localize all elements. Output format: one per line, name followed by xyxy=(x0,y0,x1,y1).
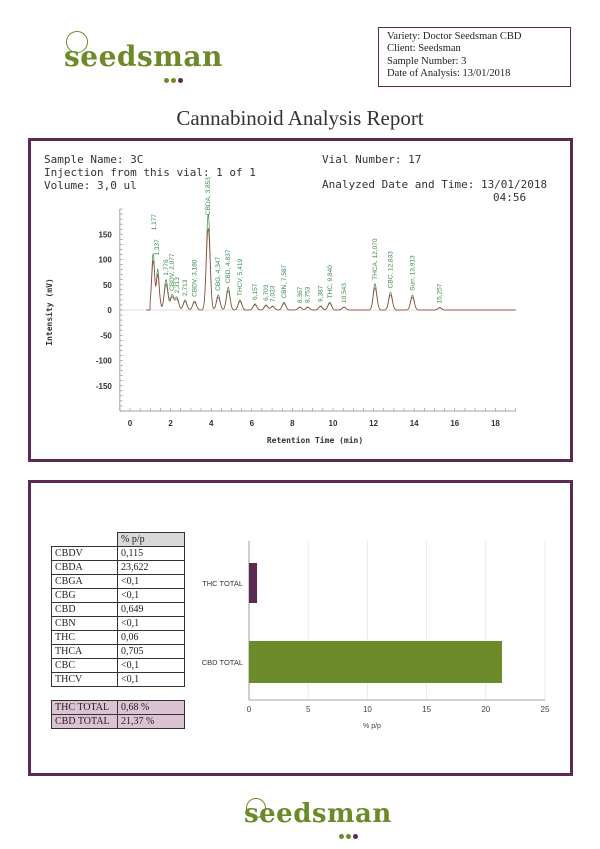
bar xyxy=(249,641,503,683)
peak-label: THC, 9,840 xyxy=(327,265,334,299)
volume-info: Volume: 3,0 ul xyxy=(44,179,137,192)
seedsman-seal-logo-icon xyxy=(66,31,88,53)
bar-x-tick-label: 5 xyxy=(306,705,311,714)
bar xyxy=(249,563,258,603)
x-tick-label: 0 xyxy=(128,419,133,428)
sample-number-line: Sample Number: 3 xyxy=(387,55,467,67)
analysis-date-line: Date of Analysis: 13/01/2018 xyxy=(387,68,511,80)
y-tick-label: 0 xyxy=(107,306,112,315)
totals-table: THC TOTAL 0,68 % CBD TOTAL 21,37 % xyxy=(51,700,185,729)
peak-label: CBD, 4,837 xyxy=(225,249,232,283)
y-tick-label: -100 xyxy=(96,357,113,366)
compound-value: <0,1 xyxy=(117,672,185,687)
seedsman-logo: seedsman xyxy=(64,40,223,88)
peak-label: CBDV, 3,180 xyxy=(192,259,199,297)
reference-trace xyxy=(146,227,516,311)
x-tick-label: 10 xyxy=(329,419,338,428)
bar-x-axis-label: % p/p xyxy=(363,723,381,730)
total-name: CBD TOTAL xyxy=(51,714,118,729)
peak-label: CBDV, 2,077 xyxy=(169,253,176,291)
x-tick-label: 14 xyxy=(410,419,419,428)
results-row: THC 0,06 xyxy=(51,630,185,645)
x-tick-label: 2 xyxy=(168,419,173,428)
total-name: THC TOTAL xyxy=(51,700,118,715)
brand-wordmark: seedsman xyxy=(64,40,223,73)
peak-label: 6,157 xyxy=(252,283,259,300)
peak-label: CBC, 12,833 xyxy=(388,251,395,289)
peak-label: 8,367 xyxy=(297,286,304,303)
peak-label: 8,753 xyxy=(305,286,312,303)
peak-label: THCA, 12,070 xyxy=(372,238,379,280)
total-value: 21,37 % xyxy=(117,714,185,729)
report-title: Cannabinoid Analysis Report xyxy=(176,106,424,130)
y-tick-label: -150 xyxy=(96,382,113,391)
brand-dots-icon xyxy=(164,70,223,88)
client-line: Client: Seedsman xyxy=(387,43,461,55)
peak-label: 6,703 xyxy=(263,284,270,301)
results-row: THCV <0,1 xyxy=(51,672,185,687)
peak-label: CBN, 7,587 xyxy=(281,264,288,298)
vial-number: Vial Number: 17 xyxy=(322,153,422,166)
y-tick-label: 150 xyxy=(98,230,112,239)
peak-label: CBG, 4,347 xyxy=(215,257,222,291)
peak-label: 7,023 xyxy=(270,285,277,302)
totals-bar-chart: 0 5 10 15 20 25 THC TOTAL CBD TOTAL % p/p xyxy=(202,541,550,730)
x-axis-label: Retention Time (min) xyxy=(267,435,363,445)
x-tick-label: 6 xyxy=(250,419,255,428)
y-tick-label: 100 xyxy=(98,256,112,265)
y-tick-label: 50 xyxy=(103,281,112,290)
peak-label: 10,543 xyxy=(341,283,348,303)
peak-label: Surr, 13,913 xyxy=(409,255,416,291)
bar-x-tick-label: 20 xyxy=(481,705,490,714)
bar-category-label: THC TOTAL xyxy=(202,579,243,588)
y-tick-label: -50 xyxy=(100,331,112,340)
injection-info: Injection from this vial: 1 of 1 xyxy=(44,166,256,179)
peak-label: 1,337 xyxy=(154,239,161,256)
x-tick-label: 4 xyxy=(209,419,214,428)
peak-label: 15,257 xyxy=(437,283,444,303)
bar-x-tick-label: 25 xyxy=(541,705,550,714)
bar-x-tick-label: 15 xyxy=(422,705,431,714)
analyzed-date: Analyzed Date and Time: 13/01/2018 xyxy=(322,178,548,191)
totals-row: THC TOTAL 0,68 % xyxy=(51,700,185,715)
sample-name: Sample Name: 3C xyxy=(44,153,144,166)
totals-row: CBD TOTAL 21,37 % xyxy=(51,714,185,729)
analyzed-time: 04:56 xyxy=(493,191,527,204)
bar-x-tick-label: 0 xyxy=(247,705,252,714)
variety-line: Variety: Doctor Seedsman CBD xyxy=(387,31,522,42)
results-row: CBDV 0,115 xyxy=(51,546,185,561)
footer-seedsman-logo: seedsman xyxy=(244,799,392,844)
peak-label: CBDA, 3,853 xyxy=(205,177,212,215)
peak-label: THCV, 5,419 xyxy=(237,259,244,296)
peak-label: 2,713 xyxy=(182,279,189,296)
results-table: % p/p CBDV 0,115 CBDA 23,622 CBGA <0,1 CBG <0,1… xyxy=(51,532,185,687)
peak-label: 2,313 xyxy=(174,277,181,294)
peak-label: 1,776 xyxy=(163,259,170,276)
chromatogram-panel xyxy=(28,138,573,462)
x-tick-label: 18 xyxy=(491,419,500,428)
x-tick-label: 8 xyxy=(290,419,295,428)
footer-brand-dots-icon xyxy=(339,826,392,844)
x-tick-label: 12 xyxy=(369,419,378,428)
total-value: 0,68 % xyxy=(117,700,185,715)
chromatogram-chart: Intensity (mV) Retention Time (min) 0 2 4 6… xyxy=(44,177,517,445)
peak-label: 1,177 xyxy=(151,214,158,231)
bar-x-tick-label: 10 xyxy=(363,705,372,714)
bar-category-label: CBD TOTAL xyxy=(202,658,243,667)
footer-seal-logo-icon xyxy=(246,798,266,818)
peak-label: 9,387 xyxy=(318,285,325,302)
results-row: CBDA 23,622 xyxy=(51,560,185,575)
x-tick-label: 16 xyxy=(450,419,459,428)
y-axis-label: Intensity (mV) xyxy=(44,278,54,345)
compound-name: THCV xyxy=(51,672,118,687)
footer-brand-wordmark: seedsman xyxy=(244,799,392,829)
sample-info-box: Variety: Doctor Seedsman CBD Client: See… xyxy=(378,27,571,87)
results-panel xyxy=(28,480,573,776)
